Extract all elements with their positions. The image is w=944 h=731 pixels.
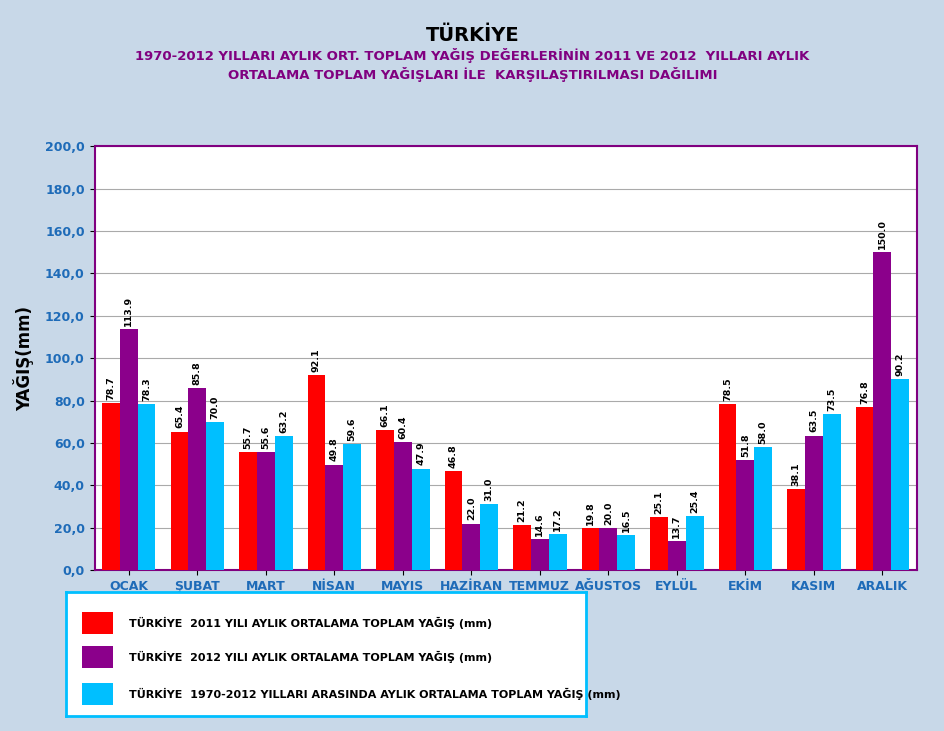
Bar — [462, 523, 480, 570]
Text: 25.1: 25.1 — [654, 491, 663, 514]
Bar — [412, 469, 430, 570]
Bar — [206, 422, 224, 570]
Text: 113.9: 113.9 — [124, 295, 133, 325]
Text: 85.8: 85.8 — [193, 361, 202, 385]
Text: 92.1: 92.1 — [312, 348, 321, 372]
Bar — [890, 379, 908, 570]
Text: 1970-2012 YILLARI AYLIK ORT. TOPLAM YAĞIŞ DEĞERLERİNİN 2011 VE 2012  YILLARI AYL: 1970-2012 YILLARI AYLIK ORT. TOPLAM YAĞI… — [135, 48, 809, 63]
Text: 14.6: 14.6 — [534, 512, 544, 536]
Text: 66.1: 66.1 — [380, 404, 389, 427]
Bar — [872, 252, 890, 570]
Text: 49.8: 49.8 — [329, 438, 339, 461]
FancyBboxPatch shape — [81, 645, 112, 668]
Text: 20.0: 20.0 — [603, 501, 613, 525]
FancyBboxPatch shape — [81, 612, 112, 635]
Text: 70.0: 70.0 — [211, 395, 219, 419]
Text: 59.6: 59.6 — [347, 417, 356, 441]
Text: 38.1: 38.1 — [791, 463, 800, 486]
Bar — [717, 404, 735, 570]
Text: 78.5: 78.5 — [722, 377, 732, 401]
Bar — [307, 375, 325, 570]
Text: 51.8: 51.8 — [740, 433, 750, 457]
Text: 13.7: 13.7 — [671, 515, 681, 538]
Text: 55.6: 55.6 — [261, 425, 270, 449]
Bar — [239, 452, 257, 570]
Text: 31.0: 31.0 — [484, 478, 493, 501]
Text: TÜRKİYE: TÜRKİYE — [425, 26, 519, 45]
Bar — [581, 529, 598, 570]
Bar — [394, 442, 412, 570]
X-axis label: AYLAR: AYLAR — [468, 607, 542, 626]
Bar — [667, 541, 685, 570]
Text: 73.5: 73.5 — [826, 388, 835, 411]
Bar — [616, 535, 634, 570]
Bar — [444, 471, 462, 570]
Text: ORTALAMA TOPLAM YAĞIŞLARI İLE  KARŞILAŞTIRILMASI DAĞILIMI: ORTALAMA TOPLAM YAĞIŞLARI İLE KARŞILAŞTI… — [228, 67, 716, 83]
Text: 19.8: 19.8 — [585, 501, 595, 525]
Text: 63.2: 63.2 — [278, 409, 288, 433]
Text: 78.3: 78.3 — [142, 377, 151, 401]
Text: 16.5: 16.5 — [621, 509, 630, 532]
FancyBboxPatch shape — [81, 683, 112, 705]
Text: 25.4: 25.4 — [689, 490, 699, 513]
Text: 78.7: 78.7 — [107, 376, 115, 400]
Text: TÜRKİYE  2011 YILI AYLIK ORTALAMA TOPLAM YAĞIŞ (mm): TÜRKİYE 2011 YILI AYLIK ORTALAMA TOPLAM … — [128, 617, 491, 629]
Text: 60.4: 60.4 — [397, 415, 407, 439]
Text: 65.4: 65.4 — [175, 405, 184, 428]
Text: 46.8: 46.8 — [448, 444, 458, 468]
Text: TÜRKİYE  1970-2012 YILLARI ARASINDA AYLIK ORTALAMA TOPLAM YAĞIŞ (mm): TÜRKİYE 1970-2012 YILLARI ARASINDA AYLIK… — [128, 688, 619, 700]
Text: 17.2: 17.2 — [552, 507, 562, 531]
Y-axis label: YAĞIŞ(mm): YAĞIŞ(mm) — [13, 306, 34, 411]
Bar — [649, 517, 667, 570]
Bar — [548, 534, 566, 570]
Text: 63.5: 63.5 — [808, 409, 818, 433]
Bar — [376, 430, 394, 570]
Text: 47.9: 47.9 — [415, 442, 425, 466]
Bar — [531, 539, 548, 570]
Bar — [786, 490, 804, 570]
Bar — [257, 452, 275, 570]
Bar — [822, 414, 840, 570]
Bar — [343, 444, 361, 570]
Bar — [275, 436, 293, 570]
Bar — [513, 526, 531, 570]
Bar — [804, 436, 822, 570]
Text: 22.0: 22.0 — [466, 497, 476, 520]
Bar — [598, 528, 616, 570]
Text: 90.2: 90.2 — [895, 352, 903, 376]
Bar — [170, 431, 188, 570]
Bar — [735, 461, 753, 570]
Text: TÜRKİYE  2012 YILI AYLIK ORTALAMA TOPLAM YAĞIŞ (mm): TÜRKİYE 2012 YILI AYLIK ORTALAMA TOPLAM … — [128, 651, 491, 663]
Bar — [480, 504, 497, 570]
Bar — [685, 516, 703, 570]
Bar — [854, 407, 872, 570]
Bar — [188, 388, 206, 570]
Text: 58.0: 58.0 — [758, 420, 767, 444]
Bar — [102, 404, 120, 570]
Text: 21.2: 21.2 — [517, 499, 526, 522]
Bar — [120, 329, 138, 570]
Bar — [753, 447, 771, 570]
Text: 150.0: 150.0 — [877, 219, 886, 249]
Text: 76.8: 76.8 — [859, 380, 868, 404]
Bar — [325, 465, 343, 570]
Text: 55.7: 55.7 — [244, 425, 252, 449]
Bar — [138, 404, 156, 570]
